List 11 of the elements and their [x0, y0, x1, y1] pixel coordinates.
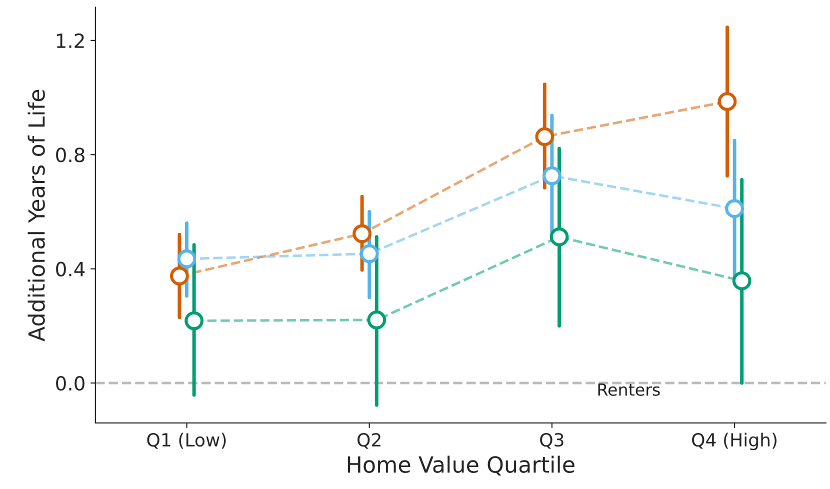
- x-tick-label: Q1 (Low): [147, 432, 226, 449]
- x-tick-label: Q4 (High): [692, 432, 777, 450]
- y-tick-label: 0.4: [56, 262, 85, 276]
- x-axis-title: Home Value Quartile: [348, 456, 574, 476]
- x-tick-label: Q3: [540, 433, 564, 449]
- y-tick-label: 0.0: [56, 376, 84, 391]
- y-tick-label: 1.2: [56, 33, 84, 48]
- y-axis-title: Additional Years of Life: [28, 90, 45, 342]
- y-tick-label: 0.8: [56, 148, 84, 162]
- x-tick-label: Q2: [358, 433, 380, 449]
- ref-line-label: Renters: [598, 384, 660, 396]
